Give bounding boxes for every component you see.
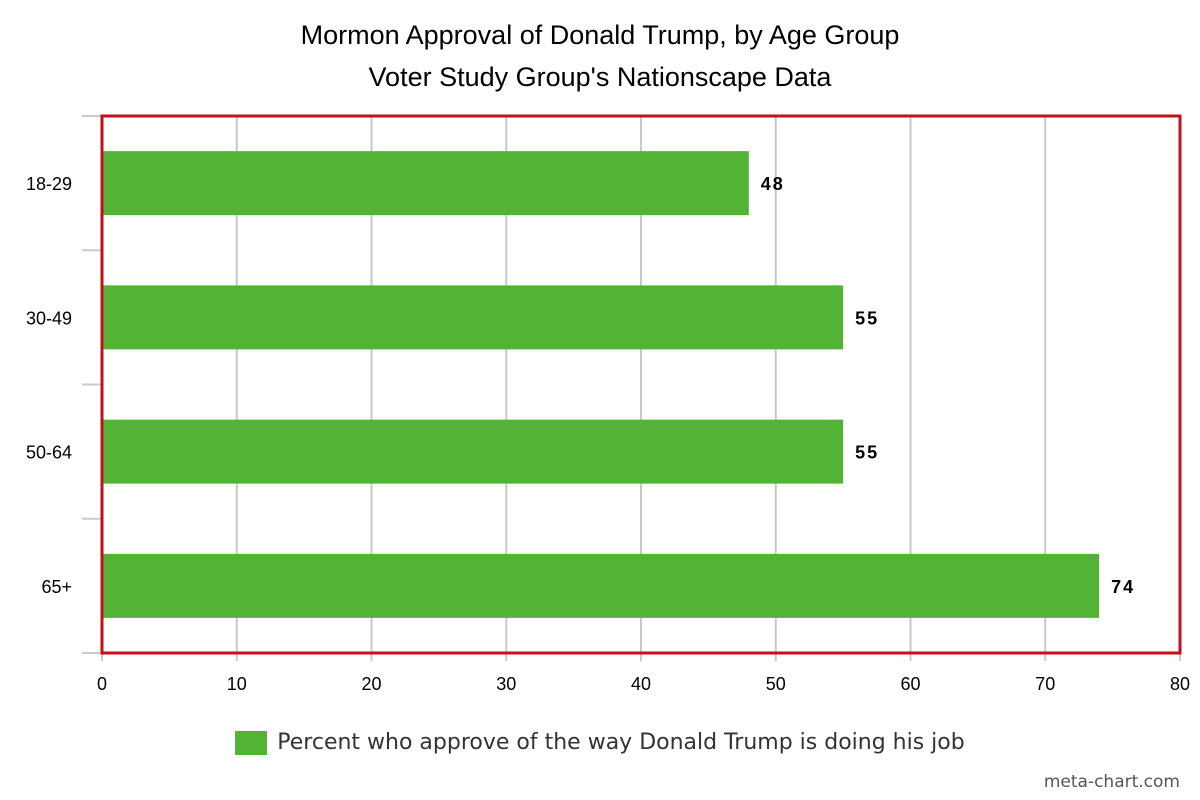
category-label-18-29: 18-29 xyxy=(26,174,72,194)
bar-18-29 xyxy=(102,151,749,216)
chart-title: Mormon Approval of Donald Trump, by Age … xyxy=(300,20,900,50)
category-label-30-49: 30-49 xyxy=(26,308,72,328)
chart-title-block: Mormon Approval of Donald Trump, by Age … xyxy=(0,14,1200,98)
bar-50-64 xyxy=(102,419,844,484)
x-tick-label-60: 60 xyxy=(900,674,920,694)
category-label-50-64: 50-64 xyxy=(26,443,72,463)
x-tick-label-70: 70 xyxy=(1035,674,1055,694)
watermark: meta-chart.com xyxy=(1043,772,1180,792)
x-tick-label-30: 30 xyxy=(496,674,516,694)
plot-border xyxy=(100,114,1182,655)
x-tick-label-10: 10 xyxy=(227,674,247,694)
data-label-30-49: 55 xyxy=(855,308,879,328)
chart-subtitle: Voter Study Group's Nationscape Data xyxy=(368,62,832,92)
data-label-65+: 74 xyxy=(1111,577,1135,597)
legend-swatch xyxy=(235,730,268,755)
x-tick-label-20: 20 xyxy=(361,674,381,694)
x-tick-label-0: 0 xyxy=(97,674,107,694)
bar-65+ xyxy=(102,553,1100,618)
category-label-65+: 65+ xyxy=(41,577,72,597)
data-label-18-29: 48 xyxy=(761,174,785,194)
x-tick-label-40: 40 xyxy=(631,674,651,694)
legend: Percent who approve of the way Donald Tr… xyxy=(0,730,1200,755)
x-tick-label-80: 80 xyxy=(1170,674,1190,694)
legend-label: Percent who approve of the way Donald Tr… xyxy=(277,730,965,755)
bar-30-49 xyxy=(102,285,844,350)
data-label-50-64: 55 xyxy=(855,443,879,463)
x-tick-label-50: 50 xyxy=(766,674,786,694)
